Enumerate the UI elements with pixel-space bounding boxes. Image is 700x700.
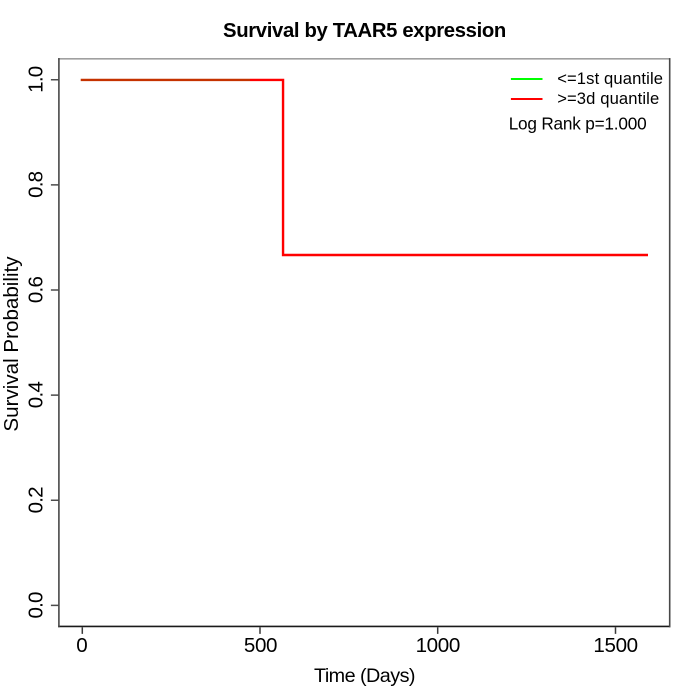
svg-text:Time (Days): Time (Days) xyxy=(314,665,415,687)
svg-text:0.2: 0.2 xyxy=(24,487,47,514)
svg-text:500: 500 xyxy=(244,634,277,657)
svg-text:Survival by TAAR5 expression: Survival by TAAR5 expression xyxy=(223,20,506,42)
svg-text:<=1st quantile: <=1st quantile xyxy=(557,69,663,88)
svg-text:0.0: 0.0 xyxy=(24,592,47,619)
svg-text:0.6: 0.6 xyxy=(24,277,47,304)
svg-text:0: 0 xyxy=(76,634,87,657)
svg-text:1.0: 1.0 xyxy=(24,66,47,93)
svg-text:Survival Probability: Survival Probability xyxy=(0,256,23,432)
svg-text:>=3d quantile: >=3d quantile xyxy=(557,89,659,108)
svg-text:Log Rank p=1.000: Log Rank p=1.000 xyxy=(509,114,647,134)
svg-text:0.8: 0.8 xyxy=(24,171,47,198)
svg-text:1000: 1000 xyxy=(416,634,460,657)
svg-text:1500: 1500 xyxy=(593,634,637,657)
svg-text:0.4: 0.4 xyxy=(24,382,47,409)
